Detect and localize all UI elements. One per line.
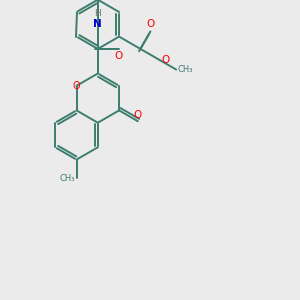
Text: H: H xyxy=(94,9,101,18)
Text: O: O xyxy=(146,19,154,29)
Text: N: N xyxy=(93,19,102,29)
Text: O: O xyxy=(73,81,80,91)
Text: O: O xyxy=(161,55,169,65)
Text: O: O xyxy=(115,51,123,61)
Text: CH₃: CH₃ xyxy=(60,174,75,183)
Text: CH₃: CH₃ xyxy=(177,65,193,74)
Text: O: O xyxy=(134,110,142,120)
